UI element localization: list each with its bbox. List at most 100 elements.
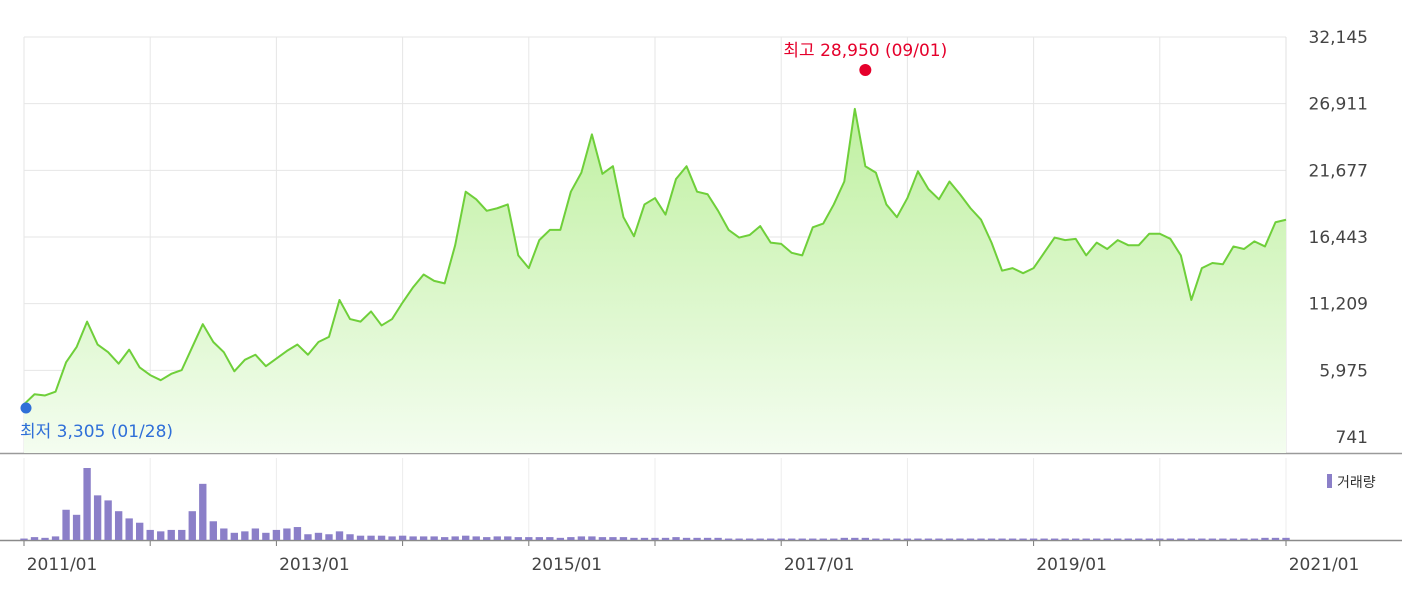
volume-bar [672,537,680,540]
volume-bar [830,538,838,540]
volume-bar [546,537,554,540]
volume-bar [1040,538,1048,540]
volume-bar [893,538,901,540]
volume-bar [188,511,196,540]
y-tick-label: 5,975 [1319,361,1368,381]
volume-bar [630,537,638,540]
volume-bar [157,531,165,540]
volume-bar [1145,538,1153,540]
volume-bar [262,532,270,540]
y-tick-label: 741 [1336,428,1368,448]
volume-bar [430,536,438,540]
volume-bar [872,538,880,540]
volume-bar [682,537,691,540]
volume-bar [146,529,154,540]
volume-bar [756,538,764,540]
volume-bar [1219,538,1227,540]
volume-bar [1166,538,1174,540]
volume-legend-swatch [1327,474,1332,488]
volume-bar [504,536,512,540]
volume-bar [840,537,848,540]
volume-bar [272,529,281,540]
price-line [23,107,1287,406]
volume-bar [114,511,123,540]
volume-bar [493,536,501,540]
volume-bar [398,535,407,540]
volume-bar [209,521,217,540]
volume-bar [93,495,102,540]
volume-bar [419,536,428,540]
volume-bar [525,537,533,540]
volume-bar [30,537,39,540]
volume-bar [851,537,859,540]
volume-grid [0,458,1402,546]
volume-bar [1271,537,1280,540]
volume-bar [72,514,81,540]
volume-bar [241,531,249,540]
volume-bars [20,468,1290,540]
x-tick-label: 2019/01 [1036,555,1107,575]
volume-bar [619,537,628,540]
high-marker [859,64,872,76]
volume-bar [1282,537,1290,540]
volume-bar [724,538,733,540]
price-area-fill [24,108,1286,454]
volume-bar [346,534,354,540]
volume-bar [483,537,491,540]
volume-bar [777,538,785,540]
volume-bar [598,537,607,540]
volume-bar [1198,538,1206,540]
volume-bar [388,536,396,540]
volume-bar [1008,538,1017,540]
volume-bar [1071,538,1080,540]
x-tick-label: 2011/01 [27,555,98,575]
volume-bar [1082,538,1090,540]
volume-bar [651,537,659,540]
volume-bar [251,528,260,540]
volume-bar [136,522,144,540]
volume-bar [62,509,70,540]
x-axis-labels: 2011/01 2013/01 2015/01 2017/01 2019/01 2021/… [27,555,1360,575]
volume-bar [199,483,207,540]
volume-bar [861,537,870,540]
volume-bar [83,468,91,540]
y-tick-label: 11,209 [1309,295,1368,315]
volume-bar [314,532,323,540]
volume-bar [1229,538,1238,540]
volume-bar [178,529,186,540]
volume-bar [935,538,943,540]
volume-bar [230,532,239,540]
volume-bar [809,538,817,540]
volume-bar [1240,538,1248,540]
volume-bar [567,537,575,540]
volume-bar [293,527,302,540]
volume-bar [945,538,954,540]
volume-bar [1029,538,1038,540]
volume-bar [104,500,112,540]
volume-bar [788,538,796,540]
volume-bar [745,538,754,540]
y-axis-labels: 32,145 26,911 21,677 16,443 11,209 5,975 741 [1309,28,1368,448]
volume-bar [367,535,375,540]
volume-bar [998,538,1006,540]
volume-bar [577,536,586,540]
x-tick-label: 2021/01 [1289,555,1360,575]
volume-bar [661,537,670,540]
volume-bar [1061,538,1069,540]
volume-bar [1019,538,1027,540]
volume-bar [1177,538,1185,540]
volume-bar [283,528,291,540]
high-annotation-label: 최고 28,950 (09/01) [783,41,947,61]
volume-bar [735,538,743,540]
volume-bar [125,518,133,540]
volume-bar [335,531,344,540]
volume-bar [956,538,964,540]
volume-bar [325,534,333,540]
annotations: 최고 28,950 (09/01) 최저 3,305 (01/28) [20,41,947,442]
volume-bar [472,536,480,540]
x-tick-label: 2017/01 [784,555,855,575]
volume-bar [1135,538,1143,540]
volume-bar [924,538,933,540]
